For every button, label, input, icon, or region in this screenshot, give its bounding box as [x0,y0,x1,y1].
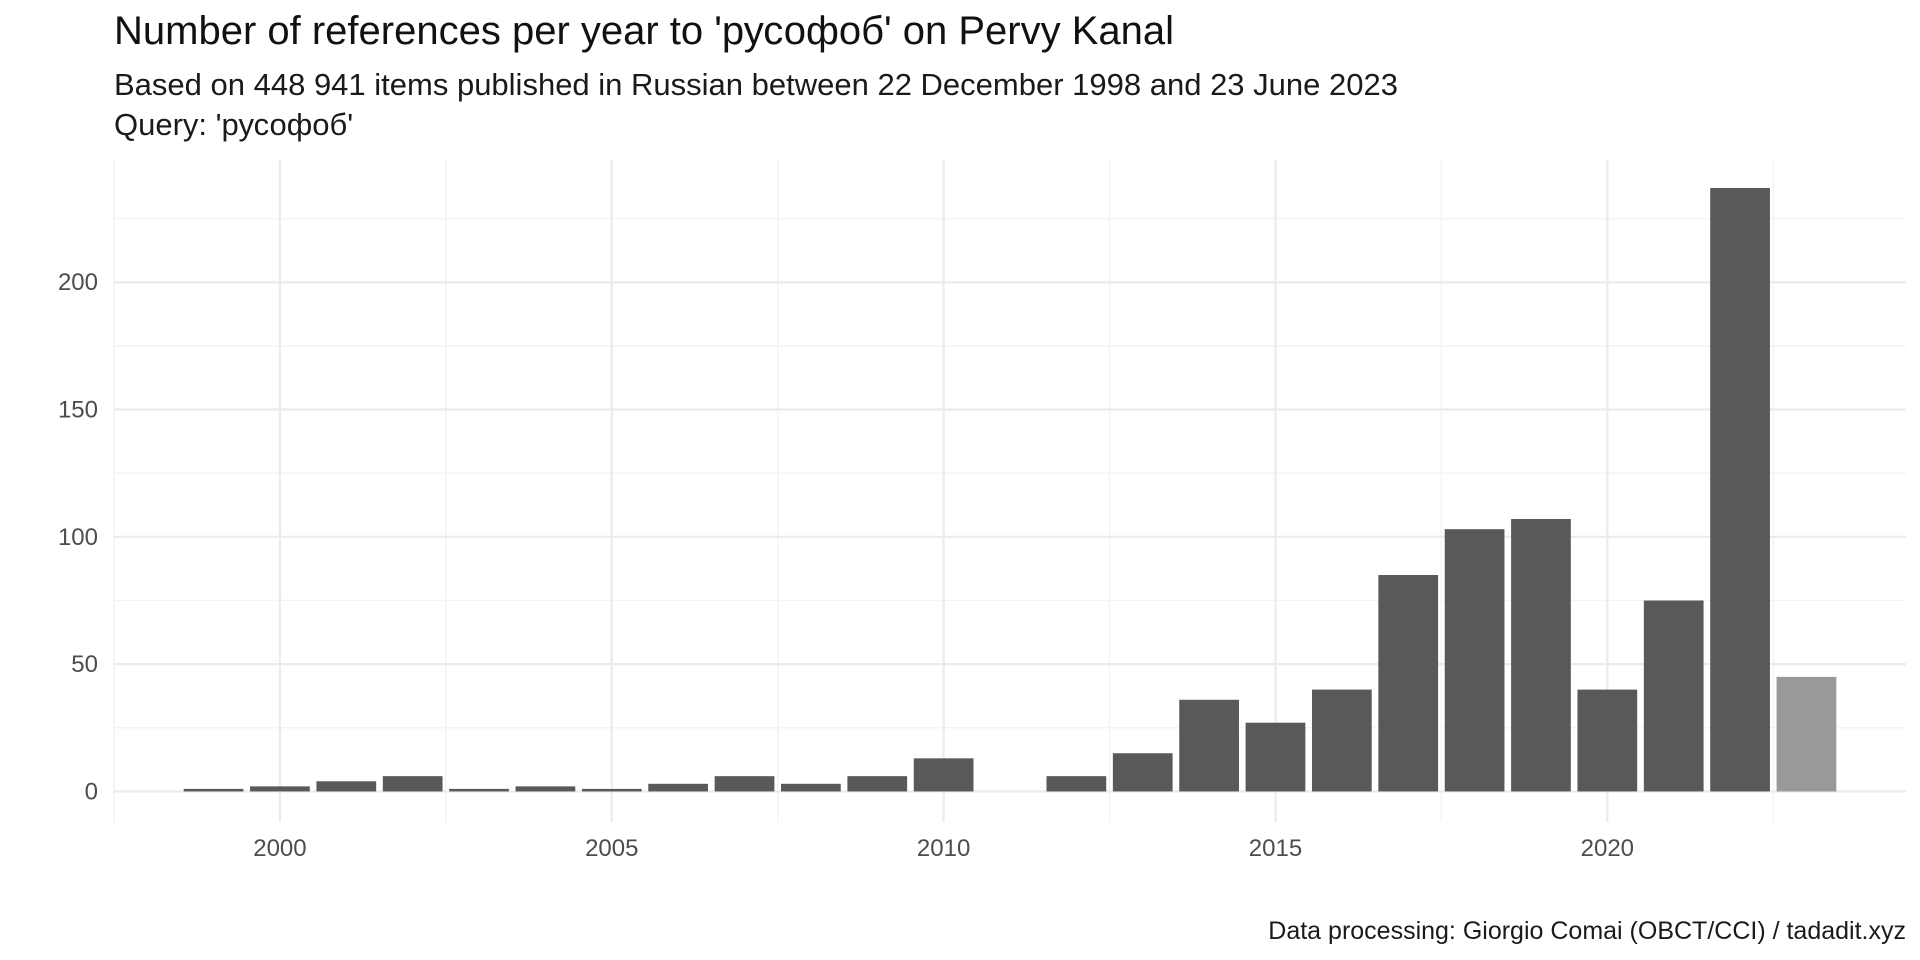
x-tick-label: 2000 [253,835,306,862]
y-tick-label: 100 [58,524,98,551]
bar-2020 [1577,689,1638,792]
chart-title: Number of references per year to 'русофо… [114,9,1174,53]
x-tick-label: 2015 [1249,835,1302,862]
bar-2022 [1710,188,1770,792]
x-tick-label: 2005 [585,835,638,862]
bar-2002 [382,776,443,792]
bar-2007 [714,776,775,792]
bar-2023 [1776,676,1837,792]
bar-2005 [581,788,642,792]
bar-2001 [316,781,377,792]
bar-2000 [250,786,310,792]
y-tick-label: 50 [71,651,98,678]
bar-2010 [913,758,974,792]
bar-1999 [183,788,244,792]
y-axis: 0 50 100 150 200 [58,269,98,805]
bar-2016 [1311,689,1372,792]
y-tick-label: 200 [58,269,98,296]
chart-caption: Data processing: Giorgio Comai (OBCT/CCI… [1268,917,1906,945]
x-tick-label: 2010 [917,835,970,862]
chart-subtitle-line-2: Query: 'русофоб' [114,107,353,142]
plot-bars [183,188,1837,792]
bar-2003 [449,788,509,792]
bar-2014 [1179,699,1239,792]
bar-2017 [1378,575,1439,792]
bar-2021 [1643,600,1704,792]
bar-2019 [1511,519,1571,792]
y-tick-label: 0 [85,778,98,805]
x-axis: 2000 2005 2010 2015 2020 [253,835,1634,862]
bar-2015 [1245,722,1306,792]
bar-2013 [1112,753,1173,792]
bar-2006 [648,783,709,792]
bar-2012 [1046,776,1107,792]
chart-subtitle-line-1: Based on 448 941 items published in Russ… [114,67,1398,102]
y-tick-label: 150 [58,397,98,424]
bar-2004 [515,786,576,792]
bar-2018 [1444,529,1505,792]
x-tick-label: 2020 [1581,835,1634,862]
bar-2008 [781,783,841,792]
bar-2009 [847,776,908,792]
